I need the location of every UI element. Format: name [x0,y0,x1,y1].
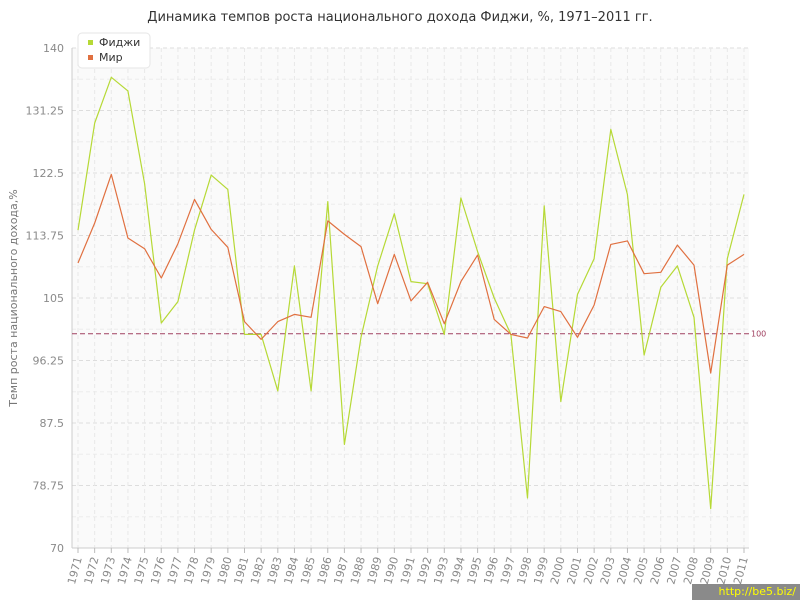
watermark-link[interactable]: http://be5.biz/ [692,584,800,600]
legend-swatch [88,40,93,45]
series-line-world [77,173,745,374]
legend-label: Фиджи [99,36,140,49]
y-tick-label: 140 [43,42,64,55]
y-axis-title: Темп роста национального дохода,% [7,189,20,407]
legend-swatch [88,55,93,60]
legend-label: Мир [99,51,123,64]
x-tick-label: 2011 [731,555,751,585]
y-tick-label: 131.25 [26,105,65,118]
y-tick-label: 78.75 [33,480,65,493]
chart-title: Динамика темпов роста национального дохо… [147,10,653,25]
y-tick-label: 70 [50,542,64,555]
reference-line-label: 100 [751,330,766,339]
y-tick-label: 105 [43,292,64,305]
y-tick-label: 113.75 [26,230,65,243]
y-tick-label: 96.25 [33,355,65,368]
y-tick-label: 122.5 [33,167,65,180]
series-line-fiji [77,76,745,510]
legend-box [77,32,151,69]
y-tick-label: 87.5 [40,417,65,430]
